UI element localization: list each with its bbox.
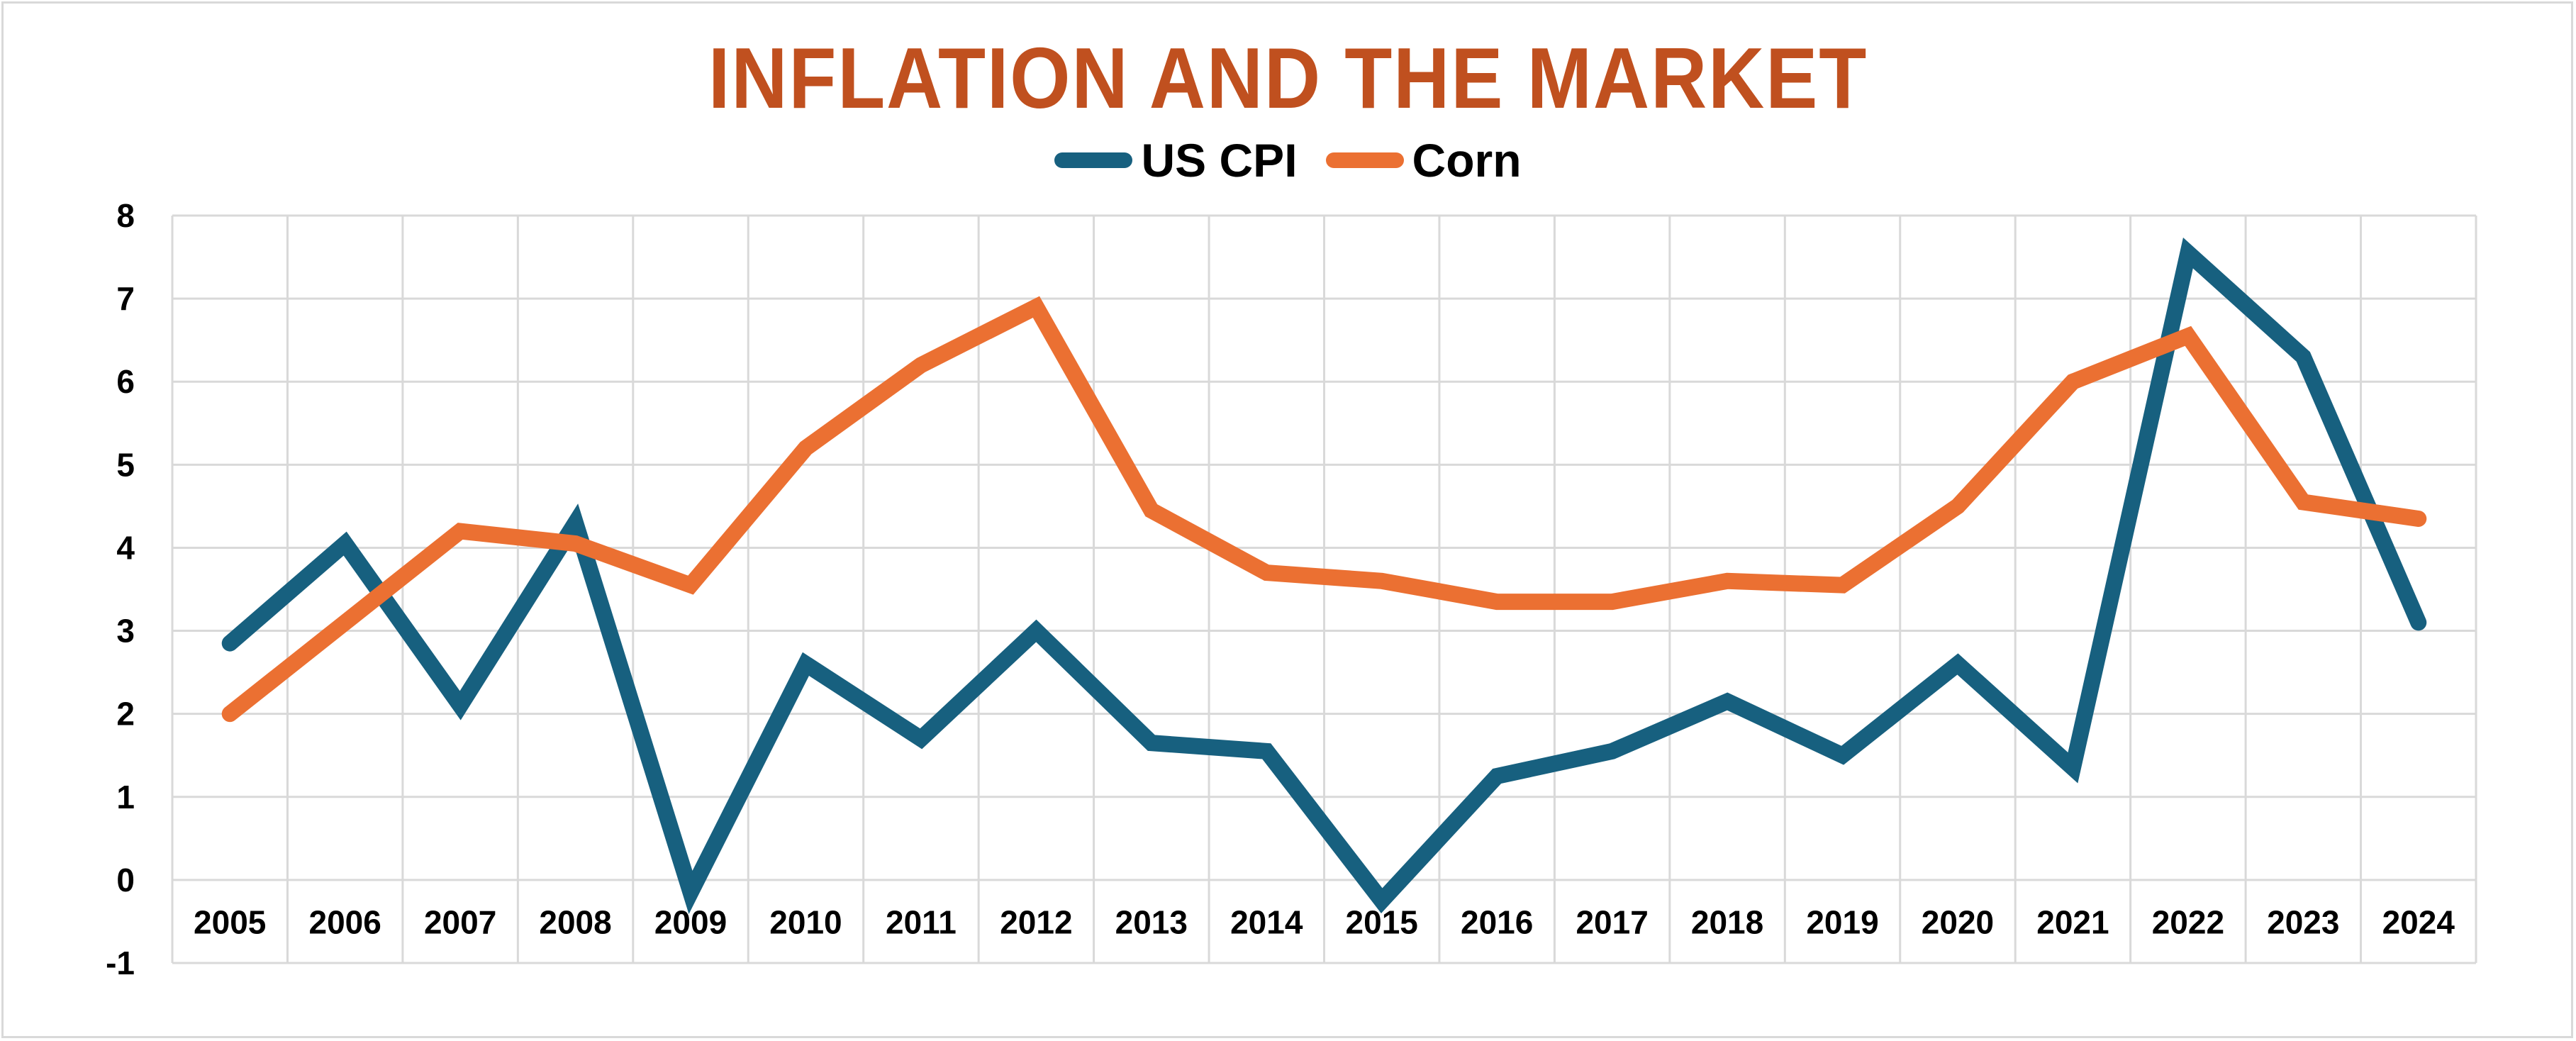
y-tick-label: 2 xyxy=(116,696,135,733)
legend-swatch-corn xyxy=(1325,152,1404,168)
y-tick-label: 8 xyxy=(116,197,135,234)
x-tick-label: 2014 xyxy=(1230,903,1303,940)
x-tick-label: 2016 xyxy=(1461,903,1533,940)
y-tick-label: -1 xyxy=(106,945,135,981)
y-tick-label: 0 xyxy=(116,862,135,898)
x-tick-label: 2019 xyxy=(1806,903,1878,940)
legend-label-us-cpi: US CPI xyxy=(1141,134,1298,187)
series-line-corn xyxy=(221,296,2427,723)
y-tick-label: 3 xyxy=(116,613,135,650)
x-tick-label: 2008 xyxy=(539,903,611,940)
y-tick-label: 6 xyxy=(116,363,135,400)
legend-item-corn: Corn xyxy=(1325,133,1522,187)
x-tick-label: 2010 xyxy=(769,903,842,940)
legend-swatch-us-cpi xyxy=(1054,152,1133,168)
legend-item-us-cpi: US CPI xyxy=(1054,133,1298,187)
chart-title: INFLATION AND THE MARKET xyxy=(708,30,1868,126)
x-tick-label: 2024 xyxy=(2382,903,2455,940)
x-tick-label: 2012 xyxy=(1000,903,1072,940)
x-tick-label: 2017 xyxy=(1576,903,1648,940)
x-tick-label: 2021 xyxy=(2036,903,2109,940)
x-tick-label: 2011 xyxy=(886,903,957,940)
x-tick-label: 2007 xyxy=(424,903,496,940)
x-tick-label: 2020 xyxy=(1922,903,1994,940)
x-tick-label: 2023 xyxy=(2267,903,2339,940)
series-line-us-cpi xyxy=(221,237,2427,914)
y-tick-label: 4 xyxy=(116,529,135,566)
y-tick-label: 1 xyxy=(116,779,135,815)
x-tick-label: 2022 xyxy=(2152,903,2224,940)
x-tick-label: 2018 xyxy=(1691,903,1763,940)
y-tick-label: 7 xyxy=(116,280,135,317)
legend: US CPI Corn xyxy=(0,133,2576,187)
legend-label-corn: Corn xyxy=(1412,134,1522,187)
x-tick-label: 2006 xyxy=(309,903,381,940)
y-tick-label: 5 xyxy=(116,446,135,483)
x-tick-label: 2013 xyxy=(1115,903,1188,940)
x-tick-label: 2005 xyxy=(194,903,266,940)
